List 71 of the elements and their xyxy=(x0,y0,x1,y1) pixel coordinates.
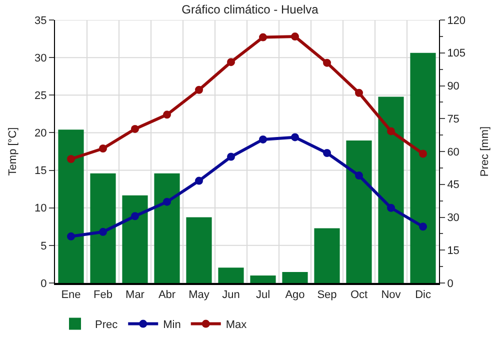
point xyxy=(67,155,75,164)
y-tick-label: 35 xyxy=(34,14,47,27)
y-tick-label: 20 xyxy=(34,128,47,140)
x-tick-label: Oct xyxy=(350,289,368,302)
bar xyxy=(186,217,212,283)
x-tick-label: Nov xyxy=(381,289,402,302)
y2-tick-label: 30 xyxy=(447,212,460,224)
y-tick-label: 25 xyxy=(34,90,47,102)
y-tick-label: 15 xyxy=(34,165,47,178)
y2-tick-label: 120 xyxy=(447,14,466,27)
point xyxy=(131,124,139,133)
point xyxy=(131,212,139,220)
bar xyxy=(410,52,436,283)
point xyxy=(99,228,107,236)
point xyxy=(355,88,363,97)
x-tick-label: Abr xyxy=(158,289,176,302)
y2-tick-label: 45 xyxy=(447,179,460,192)
y2-tick-label: 60 xyxy=(447,146,460,158)
point xyxy=(259,33,267,42)
y2-tick-label: 90 xyxy=(447,80,460,93)
point xyxy=(195,86,203,94)
point xyxy=(291,133,299,142)
point xyxy=(387,204,395,212)
bar xyxy=(218,268,244,283)
point xyxy=(227,152,235,161)
y2-tick-label: 15 xyxy=(447,244,460,257)
point xyxy=(355,172,363,180)
y-axis-title: Temp [°C] xyxy=(7,127,20,176)
bar xyxy=(90,173,116,283)
y-tick-label: 0 xyxy=(40,278,47,290)
x-tick-label: Ene xyxy=(61,289,81,302)
x-tick-label: Ago xyxy=(285,289,305,302)
y-tick-label: 30 xyxy=(34,52,47,64)
chart-title: Gráfico climático - Huelva xyxy=(182,2,319,17)
bar xyxy=(346,140,372,283)
y2-axis-title: Prec [mm] xyxy=(478,126,491,177)
bar xyxy=(122,195,148,283)
point xyxy=(323,149,331,157)
bar xyxy=(378,96,404,283)
legend-label: Prec xyxy=(95,319,118,332)
y2-tick-label: 0 xyxy=(447,278,454,290)
x-tick-label: Jun xyxy=(222,289,240,302)
y-tick-label: 10 xyxy=(34,202,47,215)
x-tick-label: Mar xyxy=(126,289,145,302)
x-tick-label: May xyxy=(188,289,210,302)
point xyxy=(163,198,171,206)
x-tick-label: Sep xyxy=(317,289,337,302)
point xyxy=(323,58,331,67)
point xyxy=(259,135,267,144)
point xyxy=(227,58,235,66)
x-tick-label: Dic xyxy=(415,289,432,302)
point xyxy=(67,232,75,240)
bar xyxy=(250,276,276,283)
point xyxy=(419,222,427,231)
bar xyxy=(154,173,180,283)
y2-tick-label: 75 xyxy=(447,113,460,126)
legend-label: Min xyxy=(163,319,181,332)
point xyxy=(419,150,427,158)
point xyxy=(291,32,299,41)
point xyxy=(387,127,395,136)
y-tick-label: 5 xyxy=(40,240,47,252)
x-tick-label: Feb xyxy=(94,289,112,302)
bar xyxy=(58,130,84,283)
point xyxy=(163,110,171,119)
bar xyxy=(282,272,308,283)
legend-label: Max xyxy=(226,319,248,332)
point xyxy=(99,144,107,152)
bar xyxy=(314,228,340,283)
y2-tick-label: 105 xyxy=(447,48,466,60)
x-tick-label: Jul xyxy=(256,289,270,302)
point xyxy=(195,176,203,185)
